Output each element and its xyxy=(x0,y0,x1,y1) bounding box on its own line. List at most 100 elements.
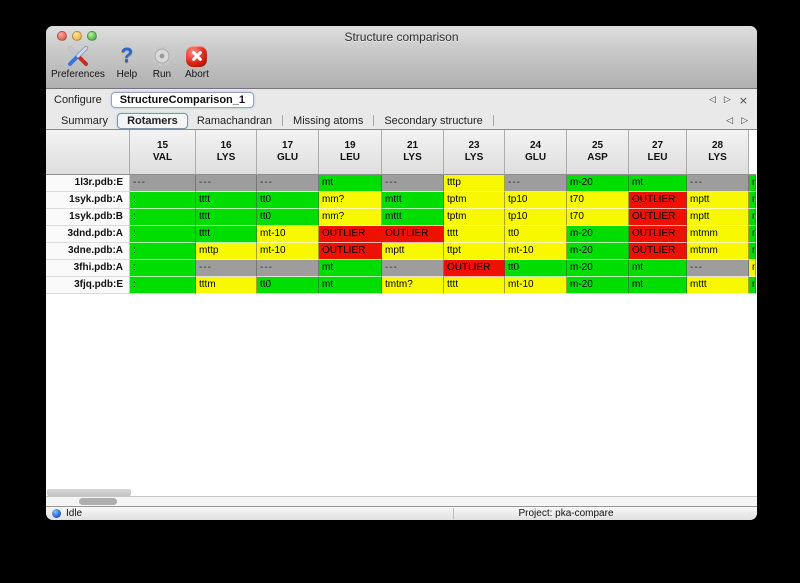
rotamer-cell[interactable]: tt0 xyxy=(257,277,319,294)
prev-arrow-icon[interactable]: ◁ xyxy=(726,115,734,126)
rotamer-cell[interactable]: : xyxy=(130,192,196,209)
rotamer-cell[interactable]: OUTLIER xyxy=(444,260,505,277)
row-label[interactable]: 3fjq.pdb:E xyxy=(46,277,130,294)
rotamer-cell[interactable]: tttt xyxy=(444,277,505,294)
rotamer-cell[interactable]: tt0 xyxy=(505,260,567,277)
rotamer-cell[interactable]: mt-10 xyxy=(505,243,567,260)
rotamer-cell[interactable]: mt xyxy=(629,260,687,277)
next-arrow-icon[interactable]: ▷ xyxy=(741,115,748,126)
close-icon[interactable]: × xyxy=(738,93,748,107)
row-label[interactable]: 3dne.pdb:A xyxy=(46,243,130,260)
rotamer-cell[interactable]: mttp xyxy=(196,243,257,260)
preferences-button[interactable]: Preferences xyxy=(51,43,105,81)
rotamer-cell[interactable]: OUTLIER xyxy=(319,243,382,260)
label-pane-scrollbar[interactable] xyxy=(47,489,131,496)
rotamer-cell[interactable]: m-20 xyxy=(567,243,629,260)
rotamer-cell[interactable]: mm? xyxy=(319,192,382,209)
rotamer-cell[interactable]: : xyxy=(130,226,196,243)
help-button[interactable]: ? Help xyxy=(114,43,140,81)
next-arrow-icon[interactable]: ▷ xyxy=(723,95,731,105)
tab-ramachandran[interactable]: Ramachandran xyxy=(196,114,273,127)
rotamer-cell[interactable]: --- xyxy=(196,260,257,277)
rotamer-cell[interactable]: tmtm? xyxy=(382,277,444,294)
rotamer-cell[interactable]: tttt xyxy=(196,226,257,243)
rotamer-cell[interactable]: mtmm xyxy=(687,243,749,260)
rotamer-cell[interactable]: m xyxy=(749,175,756,192)
rotamer-cell[interactable]: m xyxy=(749,209,756,226)
rotamer-cell[interactable]: mt-10 xyxy=(257,243,319,260)
row-label[interactable]: 1syk.pdb:B xyxy=(46,209,130,226)
rotamer-cell[interactable]: m xyxy=(749,260,756,277)
rotamer-cell[interactable]: tp10 xyxy=(505,209,567,226)
rotamer-cell[interactable]: --- xyxy=(687,175,749,192)
rotamer-cell[interactable]: t70 xyxy=(567,192,629,209)
rotamer-cell[interactable]: OUTLIER xyxy=(382,226,444,243)
rotamer-cell[interactable]: mt xyxy=(319,260,382,277)
rotamer-cell[interactable]: OUTLIER xyxy=(629,243,687,260)
rotamer-cell[interactable]: : xyxy=(130,243,196,260)
rotamer-cell[interactable]: tttt xyxy=(196,192,257,209)
rotamer-cell[interactable]: m-20 xyxy=(567,226,629,243)
rotamer-cell[interactable]: --- xyxy=(196,175,257,192)
row-label[interactable]: 3fhi.pdb:A xyxy=(46,260,130,277)
rotamer-cell[interactable]: --- xyxy=(257,175,319,192)
rotamer-cell[interactable]: tp10 xyxy=(505,192,567,209)
tab-summary[interactable]: Summary xyxy=(61,114,109,127)
rotamer-cell[interactable]: --- xyxy=(687,260,749,277)
rotamer-cell[interactable]: : xyxy=(130,260,196,277)
rotamer-cell[interactable]: mt-10 xyxy=(505,277,567,294)
rotamer-cell[interactable]: : xyxy=(130,209,196,226)
rotamer-cell[interactable]: mt xyxy=(319,277,382,294)
rotamer-cell[interactable]: tptm xyxy=(444,192,505,209)
rotamer-cell[interactable]: mttt xyxy=(382,192,444,209)
rotamer-cell[interactable]: m xyxy=(749,277,756,294)
scrollbar-thumb[interactable] xyxy=(79,498,117,505)
rotamer-cell[interactable]: mt xyxy=(629,277,687,294)
rotamer-cell[interactable]: tt0 xyxy=(505,226,567,243)
rotamer-cell[interactable]: tptm xyxy=(444,209,505,226)
row-label[interactable]: 1l3r.pdb:E xyxy=(46,175,130,192)
rotamer-cell[interactable]: tttt xyxy=(196,209,257,226)
rotamer-cell[interactable]: --- xyxy=(505,175,567,192)
rotamer-cell[interactable]: m xyxy=(749,192,756,209)
rotamer-cell[interactable]: tttp xyxy=(444,175,505,192)
rotamer-cell[interactable]: --- xyxy=(130,175,196,192)
rotamer-cell[interactable]: mptt xyxy=(687,209,749,226)
rotamer-cell[interactable]: OUTLIER xyxy=(319,226,382,243)
rotamer-cell[interactable]: mttt xyxy=(687,277,749,294)
tab-secondary-structure[interactable]: Secondary structure xyxy=(384,114,483,127)
rotamer-cell[interactable]: mttt xyxy=(382,209,444,226)
rotamer-cell[interactable]: OUTLIER xyxy=(629,226,687,243)
row-label[interactable]: 3dnd.pdb:A xyxy=(46,226,130,243)
close-window-button[interactable] xyxy=(57,31,67,41)
rotamer-cell[interactable]: m-20 xyxy=(567,175,629,192)
rotamer-cell[interactable]: m xyxy=(749,226,756,243)
rotamer-cell[interactable]: mm? xyxy=(319,209,382,226)
configure-field[interactable]: StructureComparison_1 xyxy=(110,92,255,108)
tab-missing-atoms[interactable]: Missing atoms xyxy=(293,114,364,127)
minimize-window-button[interactable] xyxy=(72,31,82,41)
rotamer-cell[interactable]: --- xyxy=(382,260,444,277)
rotamer-cell[interactable]: tttt xyxy=(444,226,505,243)
rotamer-cell[interactable]: mtmm xyxy=(687,226,749,243)
rotamer-cell[interactable]: mt-10 xyxy=(257,226,319,243)
rotamer-cell[interactable]: mt xyxy=(319,175,382,192)
rotamer-cell[interactable]: ttpt xyxy=(444,243,505,260)
rotamer-cell[interactable]: tt0 xyxy=(257,209,319,226)
rotamer-cell[interactable]: --- xyxy=(382,175,444,192)
zoom-window-button[interactable] xyxy=(87,31,97,41)
tab-rotamers[interactable]: Rotamers xyxy=(117,112,188,129)
run-button[interactable]: Run xyxy=(149,43,175,81)
rotamer-cell[interactable]: mt xyxy=(629,175,687,192)
rotamer-cell[interactable]: t70 xyxy=(567,209,629,226)
abort-button[interactable]: Abort xyxy=(184,43,210,81)
rotamer-cell[interactable]: OUTLIER xyxy=(629,192,687,209)
rotamer-cell[interactable]: : xyxy=(130,277,196,294)
rotamer-cell[interactable]: mptt xyxy=(382,243,444,260)
rotamer-cell[interactable]: tttm xyxy=(196,277,257,294)
rotamer-cell[interactable]: m xyxy=(749,243,756,260)
rotamer-cell[interactable]: tt0 xyxy=(257,192,319,209)
rotamer-cell[interactable]: OUTLIER xyxy=(629,209,687,226)
rotamer-cell[interactable]: m-20 xyxy=(567,277,629,294)
rotamer-cell[interactable]: m-20 xyxy=(567,260,629,277)
